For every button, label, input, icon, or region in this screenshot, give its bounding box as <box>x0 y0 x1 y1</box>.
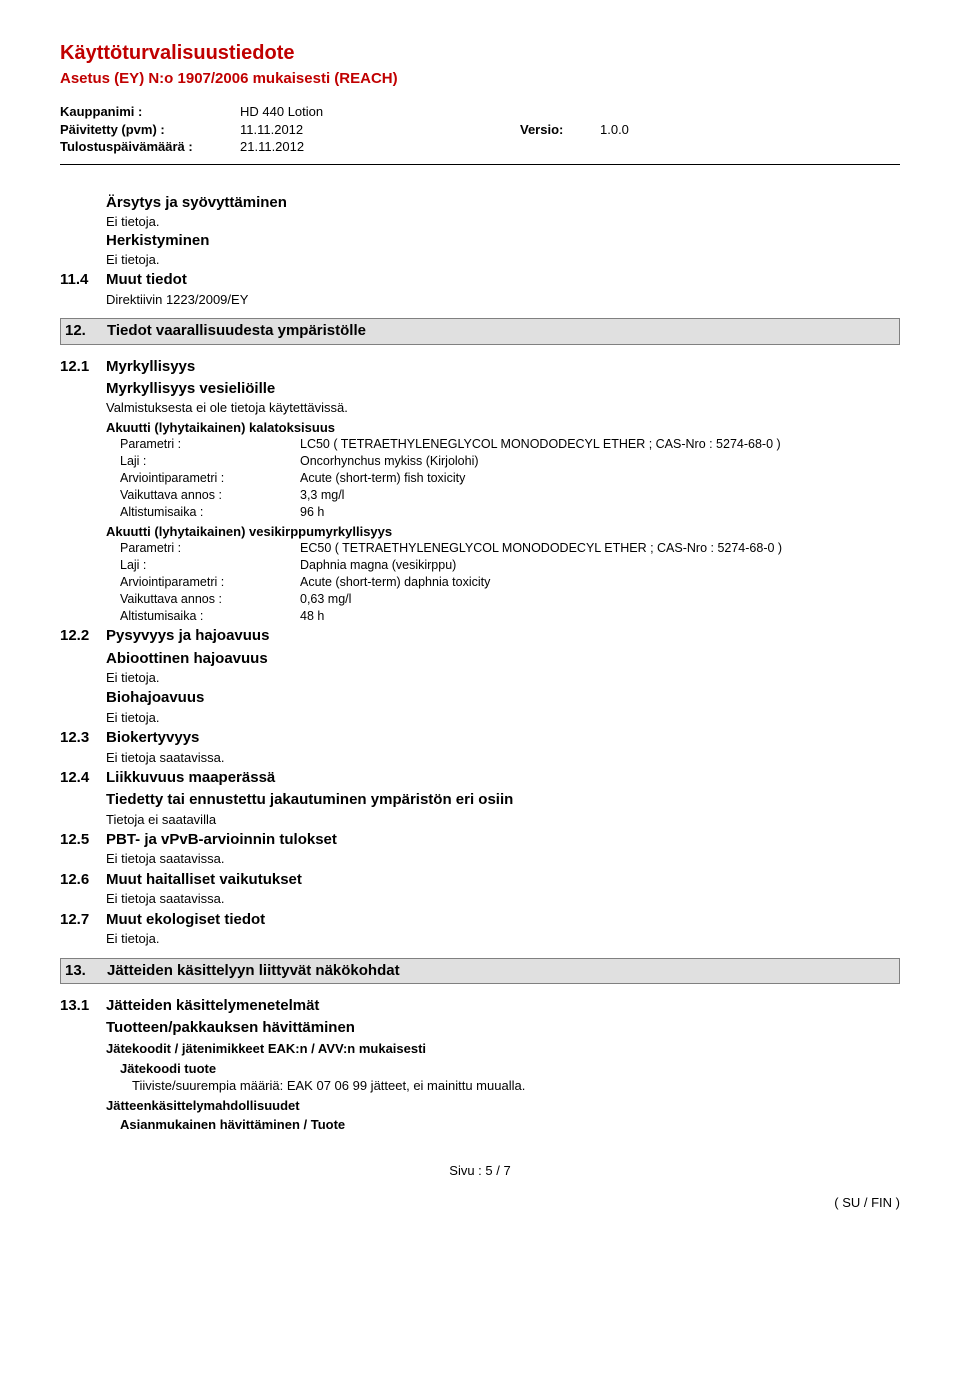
section-13-1-num: 13.1 <box>60 996 106 1016</box>
daphnia-eval-label: Arviointiparametri : <box>120 574 300 591</box>
section-12-3-num: 12.3 <box>60 728 106 748</box>
section-12-2-title: Pysyvyys ja hajoavuus <box>106 626 900 646</box>
sensitization-heading: Herkistyminen <box>106 231 900 251</box>
fish-species-label: Laji : <box>120 453 300 470</box>
document-title: Käyttöturvalisuustiedote <box>60 40 900 67</box>
section-13-banner: 13. Jätteiden käsittelyyn liittyvät näkö… <box>60 958 900 984</box>
section-12-7-num: 12.7 <box>60 910 106 930</box>
daphnia-time-val: 48 h <box>300 608 900 625</box>
section-12-5-title: PBT- ja vPvB-arvioinnin tulokset <box>106 830 900 850</box>
codes-heading: Jätekoodit / jätenimikkeet EAK:n / AVV:n… <box>106 1040 900 1058</box>
section-12-4-title: Liikkuvuus maaperässä <box>106 768 900 788</box>
section-11-4-text: Direktiivin 1223/2009/EY <box>106 291 900 309</box>
fish-param-val: LC50 ( TETRAETHYLENEGLYCOL MONODODECYL E… <box>300 436 900 453</box>
daphnia-dose-label: Vaikuttava annos : <box>120 591 300 608</box>
updated-label: Päivitetty (pvm) : <box>60 121 240 139</box>
section-12-1-num: 12.1 <box>60 357 106 377</box>
section-12-7-text: Ei tietoja. <box>106 930 900 948</box>
section-12-6-num: 12.6 <box>60 870 106 890</box>
disposal-heading: Tuotteen/pakkauksen hävittäminen <box>106 1018 900 1038</box>
section-13-title: Jätteiden käsittelyyn liittyvät näkökohd… <box>107 961 400 981</box>
section-12-6-text: Ei tietoja saatavissa. <box>106 890 900 908</box>
fish-species-val: Oncorhynchus mykiss (Kirjolohi) <box>300 453 900 470</box>
product-code-heading: Jätekoodi tuote <box>120 1060 900 1078</box>
irritation-text: Ei tietoja. <box>106 213 900 231</box>
fish-param-label: Parametri : <box>120 436 300 453</box>
section-12-5-text: Ei tietoja saatavissa. <box>106 850 900 868</box>
fish-time-row: Altistumisaika : 96 h <box>120 504 900 521</box>
fish-eval-val: Acute (short-term) fish toxicity <box>300 470 900 487</box>
fish-dose-val: 3,3 mg/l <box>300 487 900 504</box>
section-12-4-sub: Tiedetty tai ennustettu jakautuminen ymp… <box>106 790 900 810</box>
aquatic-heading: Myrkyllisyys vesieliöille <box>106 379 900 399</box>
section-12-3-text: Ei tietoja saatavissa. <box>106 749 900 767</box>
version-value: 1.0.0 <box>600 121 629 139</box>
options-heading: Jätteenkäsittelymahdollisuudet <box>106 1097 900 1115</box>
daphnia-species-row: Laji : Daphnia magna (vesikirppu) <box>120 557 900 574</box>
bio-text: Ei tietoja. <box>106 709 900 727</box>
section-12-4-text: Tietoja ei saatavilla <box>106 811 900 829</box>
section-12-1-title: Myrkyllisyys <box>106 357 900 377</box>
section-12-7-title: Muut ekologiset tiedot <box>106 910 900 930</box>
updated-value: 11.11.2012 <box>240 121 520 139</box>
section-13-1-title: Jätteiden käsittelymenetelmät <box>106 996 900 1016</box>
proper-heading: Asianmukainen hävittäminen / Tuote <box>120 1116 900 1134</box>
page-number: Sivu : 5 / 7 <box>60 1162 900 1180</box>
section-12-5-num: 12.5 <box>60 830 106 850</box>
daphnia-param-label: Parametri : <box>120 540 300 557</box>
daphnia-param-val: EC50 ( TETRAETHYLENEGLYCOL MONODODECYL E… <box>300 540 900 557</box>
daphnia-species-val: Daphnia magna (vesikirppu) <box>300 557 900 574</box>
daphnia-param-row: Parametri : EC50 ( TETRAETHYLENEGLYCOL M… <box>120 540 900 557</box>
fish-eval-row: Arviointiparametri : Acute (short-term) … <box>120 470 900 487</box>
daphnia-dose-row: Vaikuttava annos : 0,63 mg/l <box>120 591 900 608</box>
irritation-heading: Ärsytys ja syövyttäminen <box>106 193 900 213</box>
section-11-4-title: Muut tiedot <box>106 270 900 290</box>
daphnia-species-label: Laji : <box>120 557 300 574</box>
fish-time-val: 96 h <box>300 504 900 521</box>
section-12-banner: 12. Tiedot vaarallisuudesta ympäristölle <box>60 318 900 344</box>
sensitization-text: Ei tietoja. <box>106 251 900 269</box>
product-code-text: Tiiviste/suurempia määriä: EAK 07 06 99 … <box>132 1077 900 1095</box>
header-divider <box>60 164 900 165</box>
fish-dose-row: Vaikuttava annos : 3,3 mg/l <box>120 487 900 504</box>
daphnia-eval-row: Arviointiparametri : Acute (short-term) … <box>120 574 900 591</box>
fish-species-row: Laji : Oncorhynchus mykiss (Kirjolohi) <box>120 453 900 470</box>
trade-name-value: HD 440 Lotion <box>240 103 520 121</box>
daphnia-time-row: Altistumisaika : 48 h <box>120 608 900 625</box>
fish-dose-label: Vaikuttava annos : <box>120 487 300 504</box>
footer-locale: ( SU / FIN ) <box>60 1194 900 1212</box>
section-12-4-num: 12.4 <box>60 768 106 788</box>
document-meta: Kauppanimi : HD 440 Lotion Päivitetty (p… <box>60 103 900 156</box>
abiotic-heading: Abioottinen hajoavuus <box>106 649 900 669</box>
section-12-title: Tiedot vaarallisuudesta ympäristölle <box>107 321 366 341</box>
trade-name-label: Kauppanimi : <box>60 103 240 121</box>
daphnia-eval-val: Acute (short-term) daphnia toxicity <box>300 574 900 591</box>
prep-text: Valmistuksesta ei ole tietoja käytettävi… <box>106 399 900 417</box>
fish-time-label: Altistumisaika : <box>120 504 300 521</box>
section-12-6-title: Muut haitalliset vaikutukset <box>106 870 900 890</box>
daphnia-time-label: Altistumisaika : <box>120 608 300 625</box>
bio-heading: Biohajoavuus <box>106 688 900 708</box>
section-12-num: 12. <box>65 321 107 341</box>
fish-heading: Akuutti (lyhytaikainen) kalatoksisuus <box>106 419 900 437</box>
fish-param-row: Parametri : LC50 ( TETRAETHYLENEGLYCOL M… <box>120 436 900 453</box>
section-11-4-num: 11.4 <box>60 270 106 290</box>
daphnia-dose-val: 0,63 mg/l <box>300 591 900 608</box>
daphnia-heading: Akuutti (lyhytaikainen) vesikirppumyrkyl… <box>106 523 900 541</box>
version-label: Versio: <box>520 121 600 139</box>
print-date-value: 21.11.2012 <box>240 138 520 156</box>
document-subtitle: Asetus (EY) N:o 1907/2006 mukaisesti (RE… <box>60 69 900 89</box>
fish-eval-label: Arviointiparametri : <box>120 470 300 487</box>
section-12-2-num: 12.2 <box>60 626 106 646</box>
section-12-3-title: Biokertyvyys <box>106 728 900 748</box>
print-date-label: Tulostuspäivämäärä : <box>60 138 240 156</box>
abiotic-text: Ei tietoja. <box>106 669 900 687</box>
section-13-num: 13. <box>65 961 107 981</box>
